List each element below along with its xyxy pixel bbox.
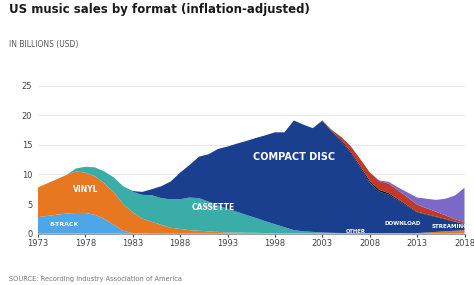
Text: OTHER: OTHER [346,229,365,235]
Text: VINYL: VINYL [73,185,98,194]
Text: DOWNLOAD: DOWNLOAD [385,221,421,225]
Text: SOURCE: Recording Industry Association of America: SOURCE: Recording Industry Association o… [9,276,182,282]
Text: 8-TRACK: 8-TRACK [50,222,79,227]
Text: IN BILLIONS (USD): IN BILLIONS (USD) [9,40,79,49]
Text: CASSETTE: CASSETTE [191,203,235,211]
Text: STREAMING: STREAMING [432,224,469,229]
Text: US music sales by format (inflation-adjusted): US music sales by format (inflation-adju… [9,3,310,16]
Text: COMPACT DISC: COMPACT DISC [253,152,335,162]
